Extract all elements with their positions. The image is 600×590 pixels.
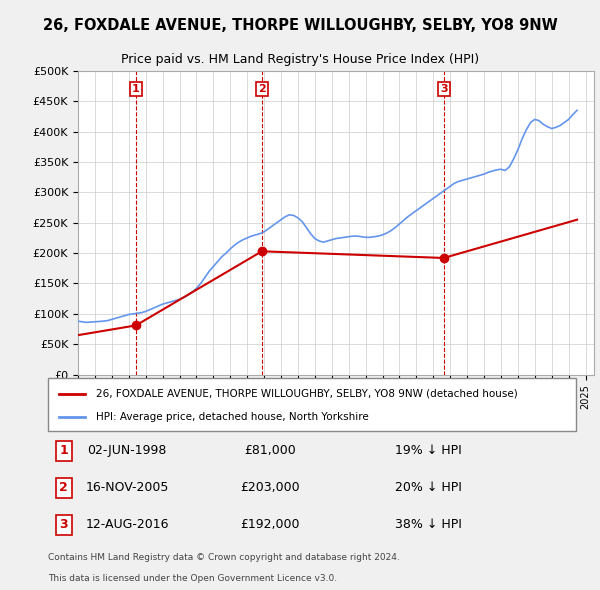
- Text: Contains HM Land Registry data © Crown copyright and database right 2024.: Contains HM Land Registry data © Crown c…: [48, 553, 400, 562]
- FancyBboxPatch shape: [48, 378, 576, 431]
- Text: 20% ↓ HPI: 20% ↓ HPI: [395, 481, 461, 494]
- Text: Price paid vs. HM Land Registry's House Price Index (HPI): Price paid vs. HM Land Registry's House …: [121, 53, 479, 66]
- Text: £81,000: £81,000: [244, 444, 296, 457]
- Text: 16-NOV-2005: 16-NOV-2005: [86, 481, 169, 494]
- Text: This data is licensed under the Open Government Licence v3.0.: This data is licensed under the Open Gov…: [48, 573, 337, 583]
- Text: 1: 1: [132, 84, 140, 94]
- Text: 02-JUN-1998: 02-JUN-1998: [88, 444, 167, 457]
- Text: 26, FOXDALE AVENUE, THORPE WILLOUGHBY, SELBY, YO8 9NW (detached house): 26, FOXDALE AVENUE, THORPE WILLOUGHBY, S…: [95, 389, 517, 398]
- Text: 38% ↓ HPI: 38% ↓ HPI: [395, 519, 461, 532]
- Text: £203,000: £203,000: [240, 481, 299, 494]
- Text: 1: 1: [59, 444, 68, 457]
- Text: 3: 3: [440, 84, 448, 94]
- Text: 2: 2: [59, 481, 68, 494]
- Text: £192,000: £192,000: [240, 519, 299, 532]
- Text: 12-AUG-2016: 12-AUG-2016: [85, 519, 169, 532]
- Text: 26, FOXDALE AVENUE, THORPE WILLOUGHBY, SELBY, YO8 9NW: 26, FOXDALE AVENUE, THORPE WILLOUGHBY, S…: [43, 18, 557, 32]
- Text: HPI: Average price, detached house, North Yorkshire: HPI: Average price, detached house, Nort…: [95, 412, 368, 422]
- Text: 3: 3: [59, 519, 68, 532]
- Text: 19% ↓ HPI: 19% ↓ HPI: [395, 444, 461, 457]
- Text: 2: 2: [258, 84, 266, 94]
